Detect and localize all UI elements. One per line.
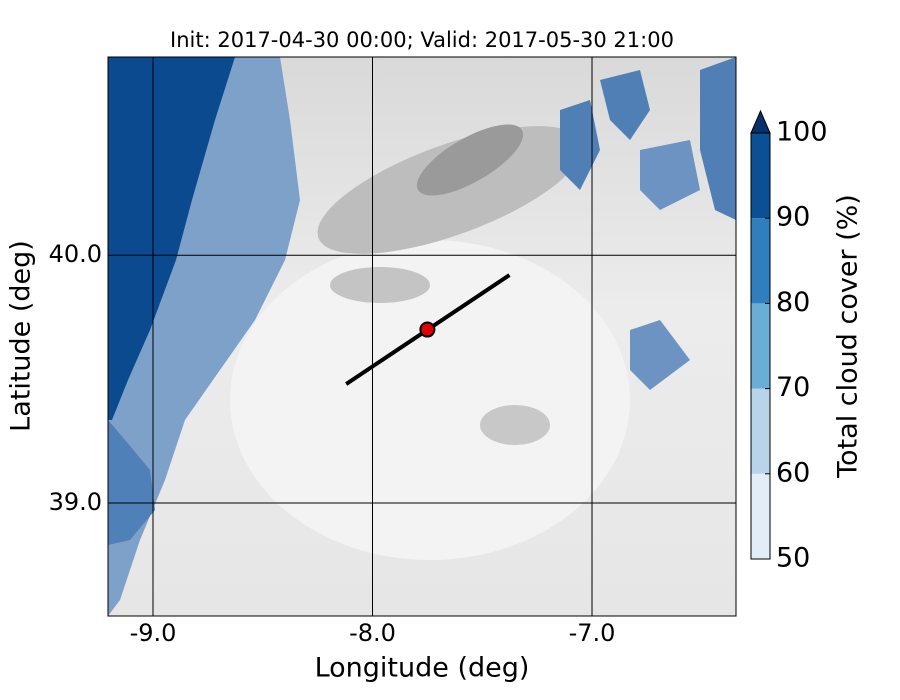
colorbar-segment (751, 133, 770, 219)
colorbar-tick-label: 60 (776, 457, 810, 488)
x-axis-label: Longitude (deg) (315, 653, 530, 684)
colorbar-label: Total cloud cover (%) (833, 194, 864, 479)
x-tick-label: -8.0 (349, 619, 396, 647)
colorbar-tick-label: 90 (776, 202, 810, 233)
colorbar-extend (750, 109, 771, 134)
x-tick-label: -9.0 (130, 619, 177, 647)
colorbar-segment (751, 218, 770, 304)
y-tick-label: 39.0 (49, 488, 102, 516)
colorbar-tick-label: 70 (776, 372, 810, 403)
colorbar-frame (750, 132, 771, 560)
colorbar-tick-label: 50 (776, 543, 810, 574)
map-background (108, 57, 736, 616)
axes-frame (107, 56, 737, 617)
title: Init: 2017-04-30 00:00; Valid: 2017-05-3… (170, 28, 674, 52)
colorbar-segment (751, 388, 770, 474)
colorbar-tick-label: 100 (776, 117, 828, 148)
point-marker (419, 321, 436, 338)
colorbar-segment (751, 473, 770, 559)
colorbar-segment (751, 303, 770, 389)
x-tick-label: -7.0 (569, 619, 616, 647)
y-tick-label: 40.0 (49, 240, 102, 268)
y-axis-label: Latitude (deg) (6, 240, 37, 432)
colorbar-tick-label: 80 (776, 287, 810, 318)
